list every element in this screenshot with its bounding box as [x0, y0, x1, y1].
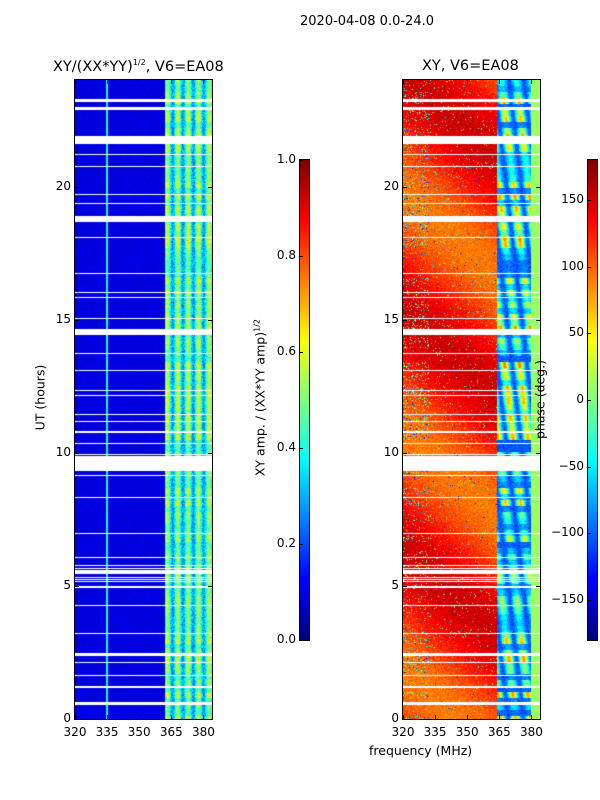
y-tick-label: 0 [391, 711, 399, 725]
y-tick [536, 719, 540, 720]
colorbar-tick-label: 0.2 [276, 536, 296, 550]
x-tick [403, 715, 404, 719]
y-tick [75, 585, 79, 587]
x-tick [499, 715, 501, 719]
x-tick [531, 715, 533, 719]
y-tick-label: 0 [63, 711, 71, 725]
x-tick-label: 350 [455, 725, 479, 739]
right-title: XY, V6=EA08 [422, 58, 519, 74]
x-tick [467, 715, 469, 719]
y-tick [403, 585, 407, 587]
x-tick [107, 80, 109, 84]
colorbar-tick-label: 0 [576, 392, 584, 406]
amplitude-colorbar-label: XY amp. / (XX*YY amp)1/2 [252, 319, 268, 477]
colorbar-tick-label: 150 [561, 192, 584, 206]
x-tick [499, 80, 501, 84]
x-tick [403, 80, 404, 84]
colorbar-tick-label: 0.0 [276, 632, 296, 646]
x-tick [139, 715, 141, 719]
x-tick [171, 715, 173, 719]
x-axis-label: frequency (MHz) [369, 743, 473, 758]
left-title: XY/(XX*YY)1/2, V6=EA08 [53, 58, 224, 75]
colorbar-tick [300, 544, 303, 545]
x-tick [435, 715, 437, 719]
colorbar-tick-label: −150 [551, 592, 584, 606]
x-tick-label: 320 [63, 725, 87, 739]
x-tick [139, 80, 141, 84]
amplitude-colorbar [300, 160, 309, 640]
phase-colorbar [588, 160, 597, 640]
y-tick [208, 319, 212, 321]
y-tick [208, 585, 212, 587]
y-tick-label: 5 [391, 577, 399, 592]
x-tick [107, 715, 109, 719]
y-tick [208, 719, 212, 720]
x-tick [171, 80, 173, 84]
y-tick [536, 452, 540, 454]
x-tick-label: 320 [391, 725, 415, 739]
colorbar-tick-label: −100 [551, 525, 584, 540]
colorbar-tick-label: 0.6 [276, 344, 296, 358]
x-tick [75, 80, 76, 84]
colorbar-tick-label: 0.8 [276, 248, 296, 262]
colorbar-tick [588, 466, 591, 468]
colorbar-tick [300, 256, 303, 257]
colorbar-tick [588, 533, 591, 535]
x-tick-label: 380 [191, 725, 215, 739]
y-tick-label: 10 [55, 444, 71, 459]
colorbar-tick [588, 333, 591, 335]
y-tick [75, 186, 79, 188]
colorbar-tick [300, 352, 303, 353]
y-tick-label: 20 [383, 178, 399, 193]
colorbar-tick [588, 400, 591, 401]
y-tick-label: 15 [55, 311, 71, 326]
colorbar-tick-label: 1.0 [276, 152, 296, 166]
y-tick-label: 5 [63, 577, 71, 592]
x-tick [203, 80, 205, 84]
x-tick-label: 335 [95, 725, 119, 739]
colorbar-tick [588, 266, 591, 268]
y-tick [536, 319, 540, 321]
colorbar-tick-label: 50 [568, 325, 584, 340]
x-tick [203, 715, 205, 719]
y-tick [75, 719, 79, 720]
x-tick-label: 335 [423, 725, 447, 739]
colorbar-tick [588, 200, 591, 201]
suptitle: 2020-04-08 0.0-24.0 [300, 14, 434, 29]
colorbar-tick-label: 100 [561, 258, 584, 273]
y-tick [403, 719, 407, 720]
y-tick [536, 585, 540, 587]
phase-heatmap [403, 80, 540, 719]
colorbar-tick-label: −50 [558, 458, 584, 473]
x-tick [75, 715, 76, 719]
x-tick [467, 80, 469, 84]
y-tick [75, 319, 79, 321]
y-tick [403, 319, 407, 321]
colorbar-tick [300, 640, 303, 641]
x-tick-label: 365 [487, 725, 511, 739]
x-tick-label: 380 [519, 725, 543, 739]
y-tick [403, 452, 407, 454]
colorbar-tick [300, 448, 303, 449]
amplitude-heatmap [75, 80, 212, 719]
y-tick [208, 452, 212, 454]
y-tick [208, 186, 212, 188]
y-tick-label: 20 [55, 178, 71, 193]
x-tick-label: 365 [159, 725, 183, 739]
y-tick [403, 186, 407, 188]
y-tick [75, 452, 79, 454]
y-axis-label: UT (hours) [32, 364, 48, 431]
y-tick [536, 186, 540, 188]
y-tick-label: 10 [383, 444, 399, 459]
colorbar-tick [300, 160, 303, 161]
colorbar-tick [588, 600, 591, 601]
x-tick [435, 80, 437, 84]
colorbar-tick-label: 0.4 [276, 440, 296, 454]
x-tick [531, 80, 533, 84]
y-tick-label: 15 [383, 311, 399, 326]
x-tick-label: 350 [127, 725, 151, 739]
